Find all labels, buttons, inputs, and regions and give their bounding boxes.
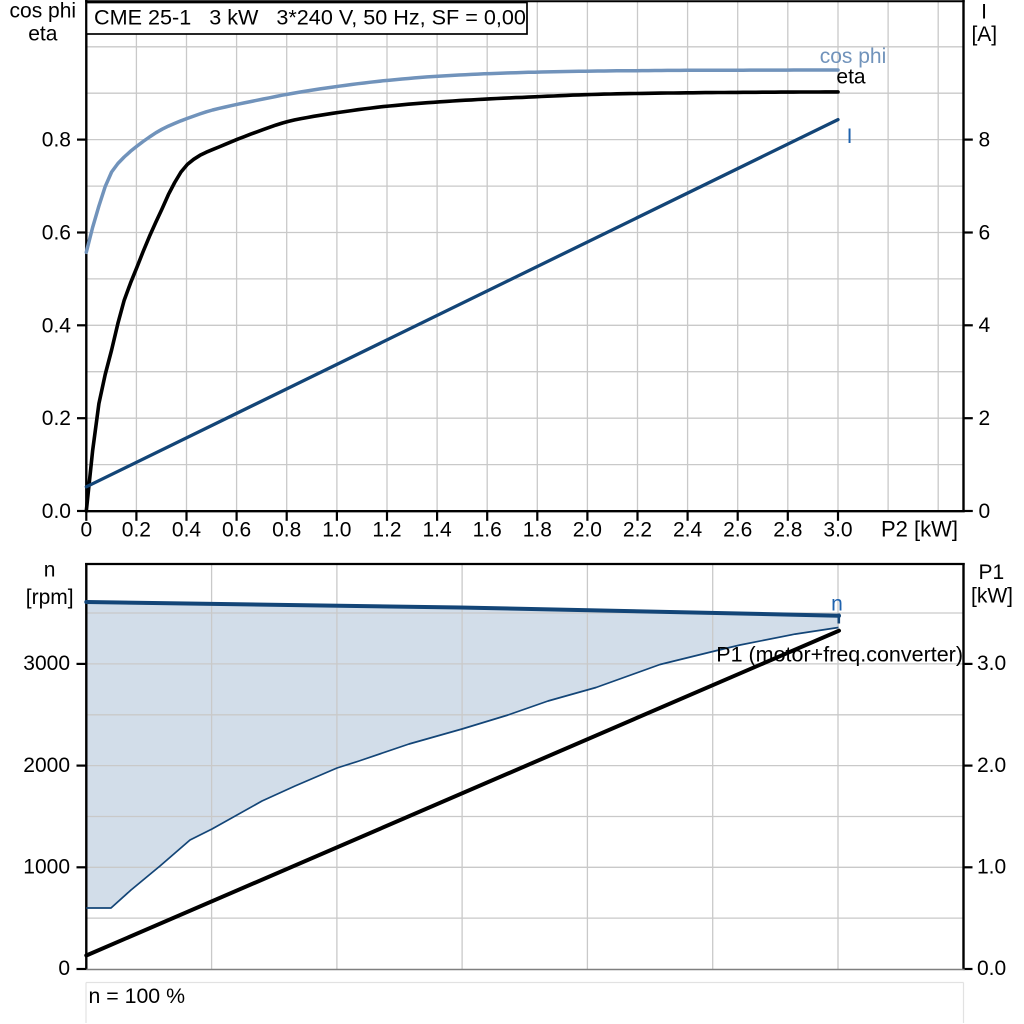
svg-text:1.6: 1.6: [473, 518, 502, 541]
svg-text:1.0: 1.0: [322, 518, 351, 541]
svg-text:cos phi: cos phi: [10, 0, 77, 23]
svg-text:1.0: 1.0: [977, 856, 1006, 879]
svg-text:1000: 1000: [23, 856, 70, 879]
svg-text:2.8: 2.8: [773, 518, 802, 541]
svg-text:0: 0: [58, 957, 70, 980]
svg-text:cos phi: cos phi: [820, 45, 887, 68]
svg-text:P2 [kW]: P2 [kW]: [881, 516, 958, 541]
svg-text:0.2: 0.2: [42, 407, 71, 430]
svg-text:2: 2: [979, 407, 991, 430]
svg-text:0.8: 0.8: [272, 518, 301, 541]
svg-text:2.4: 2.4: [673, 518, 703, 541]
svg-text:0: 0: [979, 500, 991, 523]
svg-text:P1: P1: [978, 561, 1004, 584]
svg-text:3.0: 3.0: [823, 518, 852, 541]
svg-text:2.2: 2.2: [623, 518, 652, 541]
svg-text:0.0: 0.0: [42, 500, 71, 523]
svg-text:1.2: 1.2: [372, 518, 401, 541]
svg-text:[rpm]: [rpm]: [26, 586, 74, 609]
svg-text:0.8: 0.8: [42, 129, 71, 152]
svg-text:6: 6: [979, 221, 991, 244]
svg-text:1.4: 1.4: [422, 518, 452, 541]
svg-text:CME 25-1 3 kW 3*240 V, 50: CME 25-1 3 kW 3*240 V, 50 Hz, SF = 0,00: [94, 4, 526, 29]
svg-text:0.4: 0.4: [42, 314, 72, 337]
svg-text:[kW]: [kW]: [971, 585, 1013, 608]
svg-text:3.0: 3.0: [977, 652, 1006, 675]
svg-text:0.6: 0.6: [222, 518, 251, 541]
svg-text:2.0: 2.0: [977, 754, 1006, 777]
svg-text:2.6: 2.6: [723, 518, 752, 541]
svg-text:n: n: [44, 559, 56, 582]
svg-text:[A]: [A]: [971, 23, 997, 46]
svg-text:1.8: 1.8: [523, 518, 552, 541]
svg-text:0.0: 0.0: [977, 957, 1006, 980]
svg-text:2.0: 2.0: [573, 518, 602, 541]
svg-text:0: 0: [80, 518, 92, 541]
svg-text:0.2: 0.2: [122, 518, 151, 541]
svg-text:0.4: 0.4: [172, 518, 202, 541]
svg-text:0.6: 0.6: [42, 222, 71, 245]
svg-text:I: I: [847, 125, 853, 148]
svg-text:8: 8: [979, 128, 991, 151]
svg-text:n: n: [831, 593, 843, 616]
svg-text:I: I: [981, 0, 987, 23]
svg-text:3000: 3000: [23, 652, 70, 675]
svg-text:P1 (motor+freq.converter): P1 (motor+freq.converter): [716, 643, 963, 667]
svg-text:2000: 2000: [23, 754, 70, 777]
svg-text:eta: eta: [28, 23, 58, 46]
svg-text:eta: eta: [836, 66, 866, 89]
svg-text:n = 100 %: n = 100 %: [89, 984, 186, 1008]
svg-text:4: 4: [979, 314, 991, 337]
